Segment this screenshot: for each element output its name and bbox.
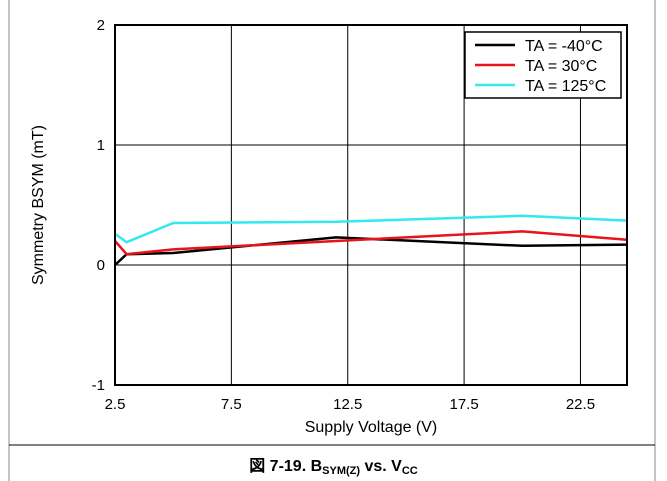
plot-area	[114, 24, 628, 386]
x-tick-label: 12.5	[333, 396, 362, 413]
y-tick-label: 1	[97, 137, 105, 154]
legend: TA = -40°C TA = 30°C TA = 125°C	[464, 31, 622, 99]
series-line-1	[114, 236, 628, 266]
caption-sub-sym: SYM(Z)	[322, 465, 361, 477]
legend-label: TA = 125°C	[525, 78, 606, 95]
series-line-3	[114, 214, 628, 244]
caption-mid: vs. V	[360, 458, 402, 475]
y-tick-label: 0	[97, 257, 105, 274]
x-axis-label: Supply Voltage (V)	[305, 419, 438, 436]
x-tick-label: 22.5	[566, 396, 595, 413]
x-tick-label: 17.5	[449, 396, 478, 413]
legend-label: TA = 30°C	[525, 58, 597, 75]
caption-sub-cc: CC	[401, 465, 418, 477]
y-tick-label: 2	[97, 17, 105, 34]
series-line-2	[114, 230, 628, 256]
x-tick-labels: 2.5 7.5 12.5 17.5 22.5	[105, 396, 595, 413]
y-tick-label: -1	[92, 377, 105, 394]
x-tick-label: 2.5	[105, 396, 126, 413]
y-axis-label: Symmetry BSYM (mT)	[30, 125, 47, 285]
legend-label: TA = -40°C	[525, 38, 603, 55]
figure-caption: 図 7-19. BSYM(Z) vs. VCC	[0, 452, 667, 477]
y-tick-labels: -1 0 1 2	[92, 17, 105, 394]
x-tick-label: 7.5	[221, 396, 242, 413]
caption-prefix: 図 7-19. B	[249, 458, 323, 475]
data-series	[114, 214, 628, 266]
